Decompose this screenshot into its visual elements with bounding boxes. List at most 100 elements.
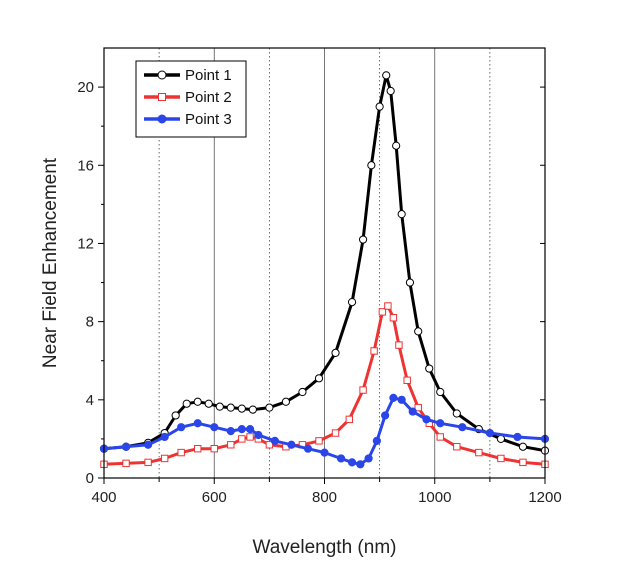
data-point [210,444,218,453]
data-point [436,433,444,441]
data-point [204,399,213,408]
series-2 [100,302,549,469]
data-point [395,341,403,349]
x-tick-label: 1000 [418,489,451,506]
data-point [475,448,483,457]
data-point [392,141,401,150]
data-point [367,161,376,170]
y-tick-label: 16 [77,157,94,174]
data-point [246,433,254,441]
series-3 [99,393,550,469]
data-point [497,454,505,463]
data-point [160,454,169,463]
y-tick-label: 4 [86,392,94,409]
data-point [453,443,461,451]
data-point [177,448,185,457]
legend-item-3: Point 3 [144,111,232,128]
data-point [237,425,246,434]
data-point [403,376,411,384]
legend-swatch-marker [157,70,167,80]
y-tick-label: 0 [86,470,94,487]
x-tick-label: 800 [312,489,337,506]
data-point [320,448,329,457]
data-point [171,411,180,420]
data-point [270,436,279,445]
data-point [436,387,445,397]
data-point [345,415,354,424]
data-point [359,386,367,394]
data-point [389,393,398,402]
data-point [331,429,340,437]
legend-label: Point 3 [185,111,232,128]
data-point [405,278,415,287]
data-point [193,397,202,406]
data-point [384,302,392,310]
data-point [248,405,257,414]
legend-swatch-marker [157,114,167,124]
legend-item-1: Point 1 [144,67,232,84]
data-point [358,235,368,244]
data-point [372,436,381,445]
data-point [303,444,313,453]
data-point [397,210,406,219]
data-point [331,348,340,358]
data-point [389,314,398,322]
data-point [265,441,274,449]
data-point [364,454,373,463]
data-point [182,399,191,408]
data-point [122,459,130,468]
data-point [193,419,202,428]
legend-item-2: Point 2 [144,89,232,106]
series-layer [99,71,550,469]
data-point [375,102,384,111]
data-point [382,71,391,80]
data-point [408,407,417,416]
data-point [414,403,422,412]
data-point [485,428,494,438]
data-point [356,460,365,469]
data-point [378,308,387,316]
x-tick-label: 600 [202,489,227,506]
data-point [215,402,224,411]
data-point [422,415,431,424]
data-point [177,423,186,432]
data-point [347,297,357,307]
data-point [265,403,274,412]
x-tick-label: 1200 [528,489,561,506]
data-point [386,86,395,96]
data-point [226,426,235,436]
data-point [436,419,445,428]
data-point [336,454,346,463]
data-point [281,397,291,406]
data-point [513,432,522,442]
data-point [314,374,324,383]
ticks: 400 600 800 1000 1200 0 4 8 12 16 20 [77,79,561,506]
y-axis-title: Near Field Enhancement [40,157,61,368]
data-point [347,458,357,467]
data-point [425,364,434,373]
data-point [227,441,235,449]
data-point [315,437,323,445]
data-point [238,435,246,443]
legend-label: Point 1 [185,67,232,84]
legend-label: Point 2 [185,89,232,106]
x-axis-title: Wavelength (nm) [253,537,397,558]
data-point [210,423,219,432]
data-point [458,423,467,432]
data-point [121,442,131,451]
data-point [452,409,461,418]
series-line [103,73,546,453]
data-point [160,432,169,442]
data-point [397,395,406,404]
data-point [298,387,307,397]
legend: Point 1 Point 2 Point 3 [135,60,247,138]
data-point [226,403,235,412]
data-point [194,444,202,453]
legend-swatch-marker [158,93,166,101]
data-point [144,440,153,449]
y-tick-label: 20 [77,79,94,96]
data-point [518,442,528,451]
data-point [414,327,423,336]
